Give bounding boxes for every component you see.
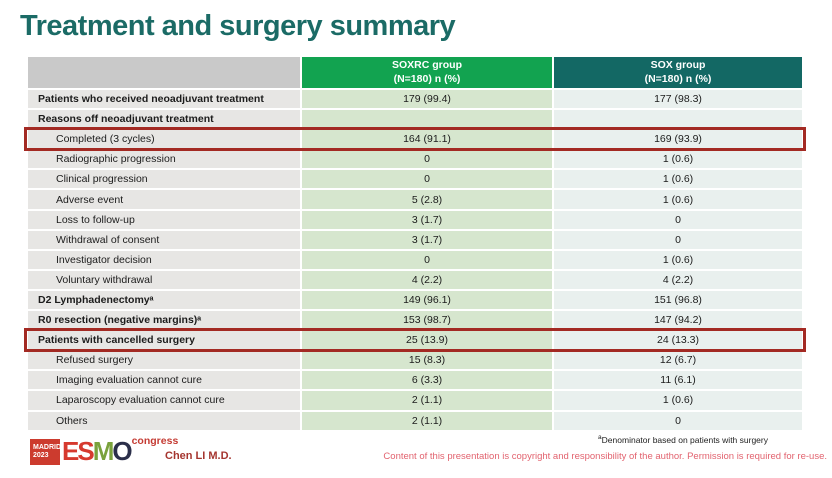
row-label: Patients with cancelled surgery: [28, 331, 300, 350]
table-header-row: SOXRC group (N=180) n (%) SOX group (N=1…: [28, 57, 802, 88]
sox-value: 147 (94.2): [554, 311, 802, 330]
row-label: Clinical progression: [28, 170, 300, 189]
row-label: Investigator decision: [28, 250, 300, 269]
table-row: Voluntary withdrawal 4 (2.2) 4 (2.2): [28, 270, 802, 289]
row-label: R0 resection (negative margins)ᵃ: [28, 311, 300, 330]
esmo-letter: M: [92, 436, 115, 466]
column-header-soxrc-n: (N=180) n (%): [393, 72, 461, 85]
row-label: Voluntary withdrawal: [28, 270, 300, 289]
footnote-superscript: a: [598, 434, 602, 441]
congress-label: congress: [131, 435, 179, 447]
sox-value: 11 (6.1): [554, 371, 802, 390]
footer: MADRID 2023 ESMO congress Chen LI M.D. a…: [0, 432, 832, 478]
soxrc-value: 149 (96.1): [302, 290, 552, 310]
sox-value: 0: [554, 411, 802, 430]
row-label: D2 Lymphadenectomyᵃ: [28, 290, 300, 310]
soxrc-value: 15 (8.3): [302, 351, 552, 370]
row-label: Imaging evaluation cannot cure: [28, 371, 300, 390]
table-row: Radiographic progression 0 1 (0.6): [28, 150, 802, 169]
esmo-letter: O: [112, 436, 132, 466]
sox-value: 12 (6.7): [554, 351, 802, 370]
table-corner-cell: [28, 57, 300, 88]
madrid-2023-badge: MADRID 2023: [30, 439, 61, 465]
table-row: Others 2 (1.1) 0: [28, 411, 802, 430]
soxrc-value: 4 (2.2): [302, 270, 552, 289]
table-row: Clinical progression 0 1 (0.6): [28, 170, 802, 189]
page-title: Treatment and surgery summary: [20, 10, 456, 42]
sox-value: 1 (0.6): [554, 170, 802, 189]
table-row: D2 Lymphadenectomyᵃ 149 (96.1) 151 (96.8): [28, 290, 802, 310]
column-header-sox-name: SOX group: [650, 58, 706, 71]
copyright-notice: Content of this presentation is copyrigh…: [383, 451, 827, 462]
row-label: Radiographic progression: [28, 150, 300, 169]
row-label: Adverse event: [28, 190, 300, 209]
sox-value: 1 (0.6): [554, 150, 802, 169]
sox-value: 169 (93.9): [554, 130, 802, 149]
table-footnote: aDenominator based on patients with surg…: [598, 434, 768, 445]
sox-value: 0: [554, 210, 802, 229]
sox-value: 4 (2.2): [554, 270, 802, 289]
table-body: Patients who received neoadjuvant treatm…: [24, 90, 806, 430]
esmo-wordmark: ESMO: [62, 436, 133, 466]
soxrc-value: 3 (1.7): [302, 210, 552, 229]
soxrc-value: 0: [302, 250, 552, 269]
summary-table: SOXRC group (N=180) n (%) SOX group (N=1…: [24, 57, 806, 432]
table-row: Refused surgery 15 (8.3) 12 (6.7): [28, 351, 802, 370]
sox-value: 1 (0.6): [554, 391, 802, 410]
badge-year: 2023: [33, 452, 49, 459]
author-name: Chen LI M.D.: [165, 450, 232, 462]
sox-value: 177 (98.3): [554, 90, 802, 109]
soxrc-value: 25 (13.9): [302, 331, 552, 350]
column-header-sox: SOX group (N=180) n (%): [554, 57, 802, 88]
table-row: Withdrawal of consent 3 (1.7) 0: [28, 230, 802, 249]
sox-value: 1 (0.6): [554, 250, 802, 269]
soxrc-value: 2 (1.1): [302, 391, 552, 410]
sox-value: 24 (13.3): [554, 331, 802, 350]
sox-value: [554, 110, 802, 129]
row-label: Loss to follow-up: [28, 210, 300, 229]
sox-value: 1 (0.6): [554, 190, 802, 209]
sox-value: 151 (96.8): [554, 290, 802, 310]
column-header-soxrc-name: SOXRC group: [392, 58, 462, 71]
esmo-letter: E: [62, 436, 79, 466]
soxrc-value: 0: [302, 150, 552, 169]
sox-value: 0: [554, 230, 802, 249]
soxrc-value: 2 (1.1): [302, 411, 552, 430]
esmo-congress-logo: MADRID 2023 ESMO congress: [30, 434, 178, 465]
row-label: Laparoscopy evaluation cannot cure: [28, 391, 300, 410]
row-label: Withdrawal of consent: [28, 230, 300, 249]
table-row: Imaging evaluation cannot cure 6 (3.3) 11 …: [28, 371, 802, 390]
table-row: Loss to follow-up 3 (1.7) 0: [28, 210, 802, 229]
soxrc-value: 153 (98.7): [302, 311, 552, 330]
soxrc-value: 6 (3.3): [302, 371, 552, 390]
soxrc-value: 3 (1.7): [302, 230, 552, 249]
soxrc-value: 179 (99.4): [302, 90, 552, 109]
soxrc-value: [302, 110, 552, 129]
row-label: Patients who received neoadjuvant treatm…: [28, 90, 300, 109]
table-row: Adverse event 5 (2.8) 1 (0.6): [28, 190, 802, 209]
row-label: Completed (3 cycles): [28, 130, 300, 149]
table-row-highlighted: Completed (3 cycles) 164 (91.1) 169 (93.9): [24, 127, 806, 152]
table-row-highlighted: Patients with cancelled surgery 25 (13.9)…: [24, 328, 806, 353]
esmo-letter: S: [77, 436, 94, 466]
soxrc-value: 164 (91.1): [302, 130, 552, 149]
table-row: R0 resection (negative margins)ᵃ 153 (98.…: [28, 311, 802, 330]
row-label: Others: [28, 411, 300, 430]
row-label: Reasons off neoadjuvant treatment: [28, 110, 300, 129]
table-row: Patients who received neoadjuvant treatm…: [28, 90, 802, 109]
row-label: Refused surgery: [28, 351, 300, 370]
table-row: Reasons off neoadjuvant treatment: [28, 110, 802, 129]
badge-city: MADRID: [33, 443, 61, 451]
footnote-text: Denominator based on patients with surge…: [601, 434, 768, 445]
soxrc-value: 5 (2.8): [302, 190, 552, 209]
table-row: Investigator decision 0 1 (0.6): [28, 250, 802, 269]
column-header-sox-n: (N=180) n (%): [644, 72, 712, 85]
column-header-soxrc: SOXRC group (N=180) n (%): [302, 57, 552, 88]
table-row: Laparoscopy evaluation cannot cure 2 (1.1…: [28, 391, 802, 410]
soxrc-value: 0: [302, 170, 552, 189]
